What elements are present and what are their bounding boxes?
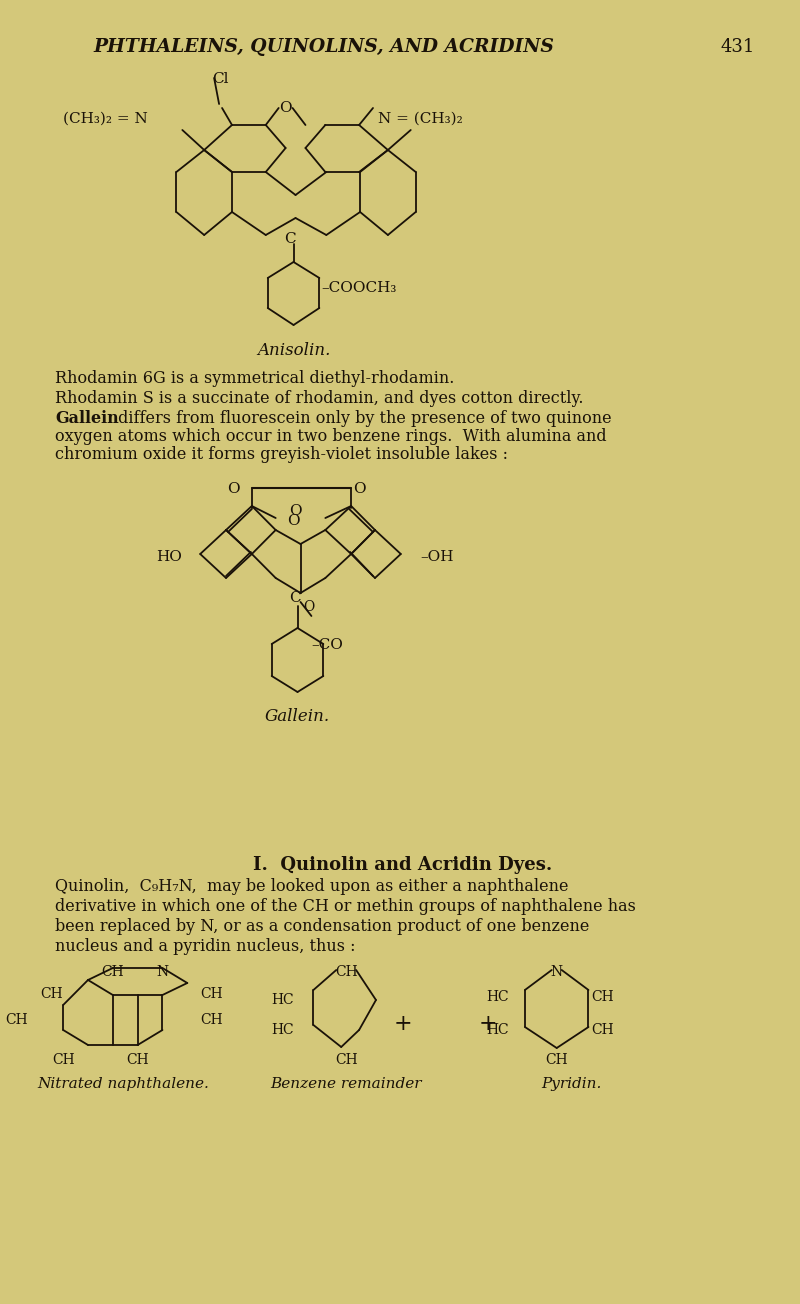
Text: nucleus and a pyridin nucleus, thus :: nucleus and a pyridin nucleus, thus : [55,938,356,955]
Text: Rhodamin 6G is a symmetrical diethyl-rhodamin.: Rhodamin 6G is a symmetrical diethyl-rho… [55,370,454,387]
Text: Pyridin.: Pyridin. [542,1077,602,1091]
Text: C: C [284,232,295,246]
Text: been replaced by N, or as a condensation product of one benzene: been replaced by N, or as a condensation… [55,918,590,935]
Text: CH: CH [591,990,614,1004]
Text: chromium oxide it forms greyish-violet insoluble lakes :: chromium oxide it forms greyish-violet i… [55,446,508,463]
Text: O: O [353,482,366,496]
Text: HC: HC [486,1024,509,1037]
Text: Cl: Cl [212,72,229,86]
Text: 431: 431 [721,38,755,56]
Text: CH: CH [126,1054,149,1067]
Text: CH: CH [41,987,63,1001]
Text: O: O [279,100,292,115]
Text: –CO: –CO [311,638,343,652]
Text: –COOCH₃: –COOCH₃ [322,280,397,295]
Text: C: C [289,591,300,605]
Text: oxygen atoms which occur in two benzene rings.  With alumina and: oxygen atoms which occur in two benzene … [55,428,607,445]
Text: +: + [479,1013,498,1035]
Text: N: N [550,965,562,979]
Text: CH: CH [335,965,358,979]
Text: PHTHALEINS, QUINOLINS, AND ACRIDINS: PHTHALEINS, QUINOLINS, AND ACRIDINS [93,38,554,56]
Text: CH: CH [200,1013,223,1028]
Text: Rhodamin S is a succinate of rhodamin, and dyes cotton directly.: Rhodamin S is a succinate of rhodamin, a… [55,390,584,407]
Text: Nitrated naphthalene.: Nitrated naphthalene. [37,1077,209,1091]
Text: Benzene remainder: Benzene remainder [270,1077,422,1091]
Text: (CH₃)₂ = N: (CH₃)₂ = N [63,112,148,126]
Text: HC: HC [271,994,294,1007]
Text: CH: CH [102,965,124,979]
Text: Gallein.: Gallein. [265,708,330,725]
Text: CH: CH [52,1054,74,1067]
Text: differs from fluorescein only by the presence of two quinone: differs from fluorescein only by the pre… [113,409,611,426]
Text: HC: HC [486,990,509,1004]
Text: derivative in which one of the CH or methin groups of naphthalene has: derivative in which one of the CH or met… [55,898,636,915]
Text: CH: CH [200,987,223,1001]
Text: CH: CH [591,1024,614,1037]
Text: –OH: –OH [421,550,454,565]
Text: N = (CH₃)₂: N = (CH₃)₂ [378,112,462,126]
Text: CH: CH [335,1054,358,1067]
Text: Quinolin,  C₉H₇N,  may be looked upon as either a naphthalene: Quinolin, C₉H₇N, may be looked upon as e… [55,878,569,895]
Text: O: O [287,514,300,528]
Text: O: O [290,505,302,518]
Text: N: N [157,965,169,979]
Text: CH: CH [5,1013,27,1028]
Text: CH: CH [546,1054,568,1067]
Text: O: O [303,600,314,614]
Text: O: O [227,482,240,496]
Text: HO: HO [157,550,182,565]
Text: +: + [394,1013,412,1035]
Text: HC: HC [271,1024,294,1037]
Text: Gallein: Gallein [55,409,119,426]
Text: Anisolin.: Anisolin. [257,342,330,359]
Text: I.  Quinolin and Acridin Dyes.: I. Quinolin and Acridin Dyes. [253,855,553,874]
